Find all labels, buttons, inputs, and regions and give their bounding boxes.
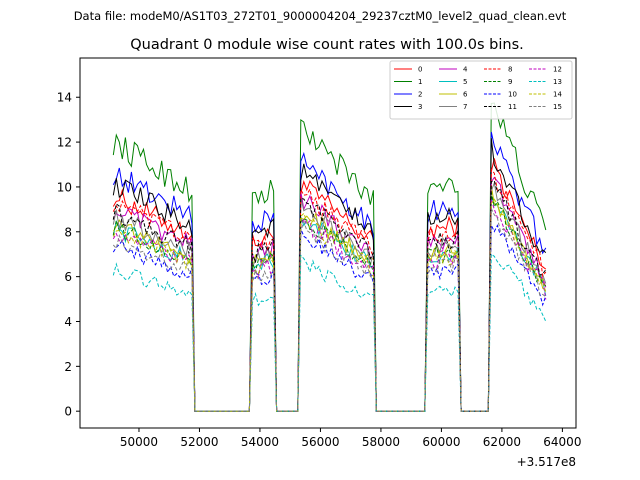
chart-title: Quadrant 0 module wise count rates with … (130, 37, 524, 53)
legend-label: 15 (553, 103, 562, 111)
series-line-13 (112, 253, 547, 412)
series-line-11 (112, 180, 547, 412)
series-line-15 (112, 208, 547, 412)
y-tick-label: 12 (57, 136, 72, 150)
legend-label: 12 (553, 66, 562, 74)
legend-label: 4 (463, 66, 468, 74)
legend-label: 14 (553, 91, 562, 99)
legend-label: 2 (418, 91, 422, 99)
y-tick-label: 14 (57, 91, 72, 105)
x-tick-label: 58000 (362, 435, 400, 449)
x-tick-label: 54000 (241, 435, 279, 449)
legend-label: 11 (508, 103, 517, 111)
series-line-10 (112, 224, 547, 412)
legend-label: 5 (463, 78, 467, 86)
legend-label: 13 (553, 78, 562, 86)
y-tick-label: 10 (57, 180, 72, 194)
x-tick-label: 64000 (543, 435, 581, 449)
legend-label: 0 (418, 66, 422, 74)
chart-suptitle: Data file: modeM0/AS1T03_272T01_90000042… (74, 9, 567, 23)
x-tick-label: 56000 (301, 435, 339, 449)
x-tick-label: 52000 (180, 435, 218, 449)
legend-label: 8 (508, 66, 512, 74)
plot-frame (79, 57, 577, 429)
series-line-7 (112, 180, 547, 412)
legend-label: 7 (463, 103, 467, 111)
x-offset-label: +3.517e8 (517, 455, 576, 469)
series-line-0 (112, 158, 547, 412)
legend-label: 6 (463, 91, 468, 99)
series-line-8 (112, 168, 547, 412)
legend-label: 9 (508, 78, 512, 86)
y-tick-label: 8 (64, 225, 72, 239)
series-line-12 (112, 199, 547, 412)
series-line-3 (112, 138, 547, 412)
x-tick-label: 62000 (483, 435, 521, 449)
series-line-14 (112, 198, 547, 412)
y-tick-label: 6 (64, 270, 72, 284)
y-tick-label: 2 (64, 360, 72, 374)
legend-label: 1 (418, 78, 422, 86)
y-tick-label: 4 (64, 315, 72, 329)
series-line-2 (112, 131, 547, 412)
legend-label: 3 (418, 103, 422, 111)
y-tick-label: 0 (64, 405, 72, 419)
x-tick-label: 50000 (120, 435, 158, 449)
x-tick-label: 60000 (422, 435, 460, 449)
x-axis: 50000 52000 54000 56000 58000 60000 62000 64000 (120, 428, 581, 449)
legend-box (389, 60, 573, 120)
legend-label: 10 (508, 91, 517, 99)
y-axis: 0 2 4 6 8 10 12 14 (57, 91, 80, 419)
series-layer (112, 102, 547, 412)
